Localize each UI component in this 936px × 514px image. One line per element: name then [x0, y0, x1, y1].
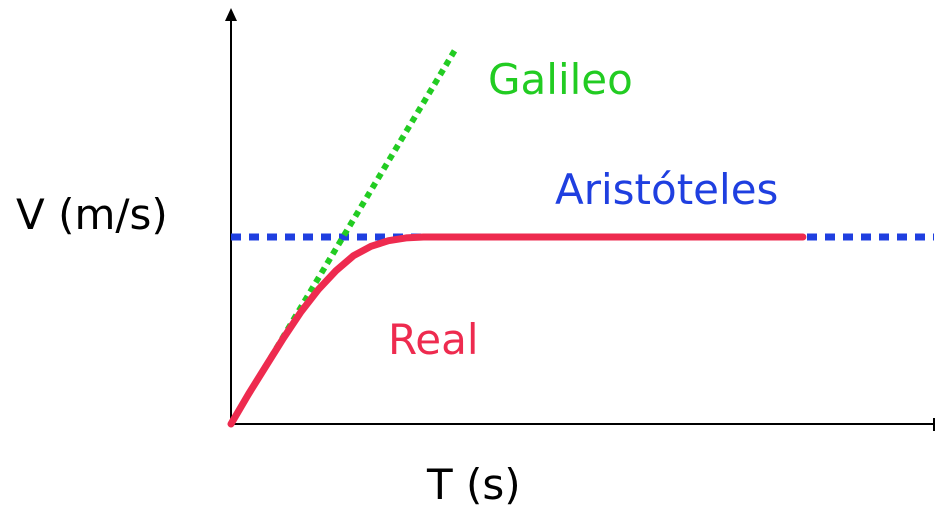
series-layer [227, 48, 934, 428]
series-label-aristoteles: Aristóteles [555, 165, 779, 214]
axes [225, 8, 935, 431]
y-axis-arrow-icon [225, 8, 237, 21]
series-line-real [227, 233, 807, 428]
series-label-real: Real [388, 315, 479, 364]
series-line-galileo [228, 48, 458, 426]
y-axis-label: V (m/s) [16, 190, 168, 239]
series-label-galileo: Galileo [488, 55, 633, 104]
x-axis-label: T (s) [427, 460, 521, 509]
